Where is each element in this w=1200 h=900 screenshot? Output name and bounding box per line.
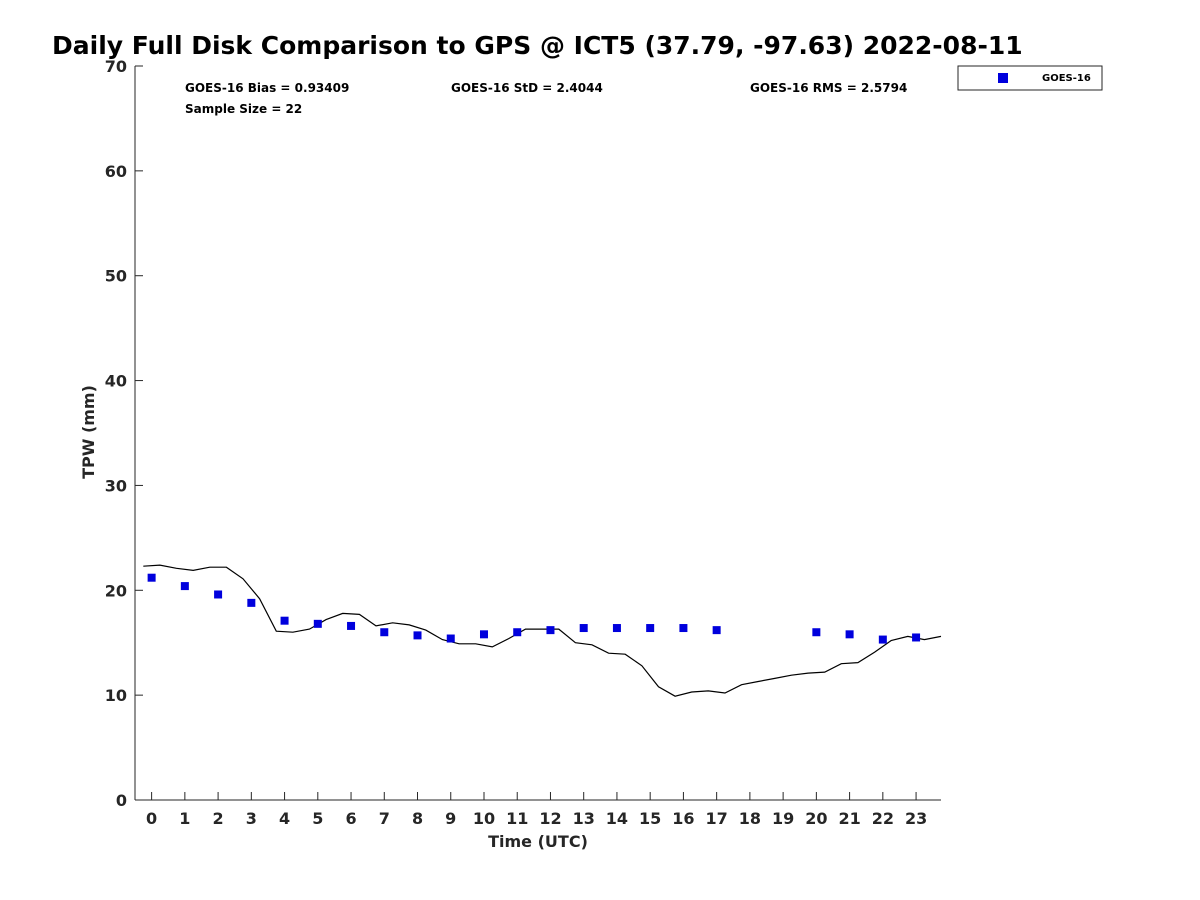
x-tick-label: 12 [539, 809, 561, 828]
std-stat: GOES-16 StD = 2.4044 [451, 81, 603, 95]
goes16-point [247, 598, 256, 607]
x-tick-label: 8 [412, 809, 423, 828]
series-points-group [147, 573, 921, 644]
x-tick-label: 3 [246, 809, 257, 828]
goes16-point [413, 631, 422, 640]
x-tick-label: 10 [473, 809, 495, 828]
legend-marker-goes16 [998, 73, 1008, 83]
series-line-group [143, 564, 942, 697]
goes16-point [147, 573, 156, 582]
x-tick-label: 23 [905, 809, 927, 828]
goes16-point [612, 624, 621, 633]
legend-box [957, 65, 1103, 91]
goes16-point [347, 621, 356, 630]
goes16-point [479, 630, 488, 639]
x-tick-label: 17 [706, 809, 728, 828]
y-tick-label: 50 [105, 267, 127, 286]
y-tick-label: 20 [105, 581, 127, 600]
x-axis-ticks: 0 1 2 3 4 5 6 7 8 9 10 11 12 13 14 15 16 17 18 19 20 21 22 23 [146, 792, 927, 828]
x-tick-label: 22 [872, 809, 894, 828]
y-tick-label: 10 [105, 686, 127, 705]
bias-stat: GOES-16 Bias = 0.93409 [185, 81, 349, 95]
goes16-point [579, 624, 588, 633]
y-tick-label: 40 [105, 372, 127, 391]
y-axis-label: TPW (mm) [79, 385, 98, 479]
y-tick-label: 70 [105, 57, 127, 76]
x-tick-label: 19 [772, 809, 794, 828]
chart-title: Daily Full Disk Comparison to GPS @ ICT5… [52, 31, 1023, 60]
x-tick-label: 11 [506, 809, 528, 828]
rms-stat: GOES-16 RMS = 2.5794 [750, 81, 907, 95]
goes16-point [280, 616, 289, 625]
goes16-point [180, 582, 189, 591]
goes16-point [313, 619, 322, 628]
goes16-point [679, 624, 688, 633]
goes16-point [513, 628, 522, 637]
y-tick-label: 0 [116, 791, 127, 810]
x-tick-label: 7 [379, 809, 390, 828]
x-tick-label: 21 [838, 809, 860, 828]
x-tick-label: 6 [345, 809, 356, 828]
goes16-point [380, 628, 389, 637]
y-tick-label: 60 [105, 162, 127, 181]
x-tick-label: 18 [739, 809, 761, 828]
goes16-point [712, 626, 721, 635]
x-tick-label: 9 [445, 809, 456, 828]
goes16-point [845, 630, 854, 639]
x-axis-label: Time (UTC) [488, 832, 588, 851]
legend: GOES-16 [957, 65, 1103, 91]
x-tick-label: 13 [573, 809, 595, 828]
x-tick-label: 1 [179, 809, 190, 828]
x-tick-label: 20 [805, 809, 827, 828]
x-tick-label: 2 [213, 809, 224, 828]
x-tick-label: 15 [639, 809, 661, 828]
x-tick-label: 16 [672, 809, 694, 828]
x-tick-label: 5 [312, 809, 323, 828]
x-tick-label: 4 [279, 809, 290, 828]
goes16-point [446, 634, 455, 643]
y-tick-label: 30 [105, 476, 127, 495]
goes16-point [546, 626, 555, 635]
x-tick-label: 0 [146, 809, 157, 828]
goes16-point [214, 590, 223, 599]
gps-tpw-line [143, 564, 942, 697]
x-tick-label: 14 [606, 809, 628, 828]
goes16-point [912, 633, 921, 642]
goes16-point [646, 624, 655, 633]
goes16-point [878, 635, 887, 644]
sample-size-stat: Sample Size = 22 [185, 102, 302, 116]
goes16-point [812, 628, 821, 637]
y-axis-ticks: 0 10 20 30 40 50 60 70 [105, 57, 143, 810]
legend-label-goes16: GOES-16 [1042, 73, 1091, 84]
